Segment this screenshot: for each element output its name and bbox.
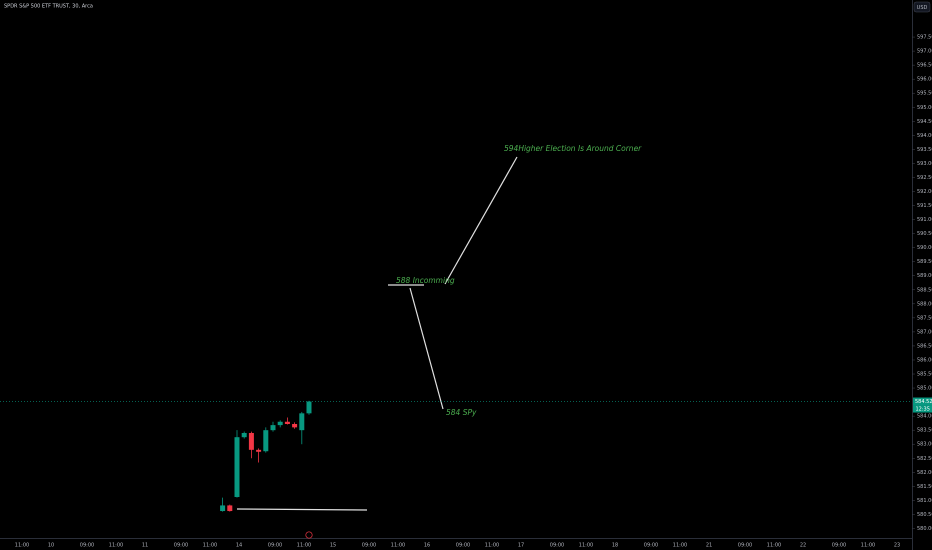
countdown-label: 12:35 [916, 407, 930, 413]
x-tick-label: 09:00 [362, 543, 376, 549]
currency-label: USD [917, 5, 928, 11]
x-tick-label: 09:00 [80, 543, 94, 549]
y-tick-label: 588.00 [917, 301, 932, 307]
x-tick-label: 09:00 [644, 543, 658, 549]
x-tick-label: 11 [142, 543, 148, 549]
y-tick-label: 581.00 [917, 498, 932, 504]
x-tick-label: 09:00 [268, 543, 282, 549]
trend-line [444, 156, 518, 285]
candle-body [292, 423, 298, 428]
y-tick-label: 592.00 [917, 189, 932, 195]
y-tick-label: 586.00 [917, 357, 932, 363]
x-tick-label: 18 [612, 543, 618, 549]
x-tick-label: 11:00 [109, 543, 123, 549]
y-tick-label: 591.50 [917, 203, 932, 209]
y-tick-label: 594.00 [917, 133, 932, 139]
currency-box[interactable] [913, 1, 931, 13]
y-tick-label: 583.50 [917, 428, 932, 434]
y-tick-label: 587.00 [917, 329, 932, 335]
candle-body [234, 437, 240, 498]
annotation: 588 Incomming [396, 276, 455, 285]
countdown-box [913, 405, 932, 413]
x-tick-label: 16 [424, 543, 430, 549]
candle-body [220, 505, 226, 512]
x-tick-label: 09:00 [550, 543, 564, 549]
y-tick-label: 592.50 [917, 175, 932, 181]
y-tick-label: 596.00 [917, 77, 932, 83]
x-tick-label: 11:00 [767, 543, 781, 549]
candle-body [227, 505, 233, 512]
event-marker[interactable] [305, 531, 313, 539]
trend-line [409, 287, 444, 410]
y-tick-label: 593.50 [917, 147, 932, 153]
x-tick-label: 21 [706, 543, 712, 549]
x-tick-label: 11:00 [485, 543, 499, 549]
x-tick-label: 11:00 [203, 543, 217, 549]
y-tick-label: 591.00 [917, 217, 932, 223]
y-tick-label: 580.00 [917, 526, 932, 532]
y-tick-label: 589.50 [917, 259, 932, 265]
y-tick-label: 585.00 [917, 386, 932, 392]
annotation: 594Higher Election Is Around Corner [504, 144, 642, 153]
y-tick-label: 590.00 [917, 245, 932, 251]
x-tick-label: 10 [48, 543, 54, 549]
y-tick-label: 589.00 [917, 273, 932, 279]
y-tick-label: 586.50 [917, 343, 932, 349]
y-tick-label: 584.00 [917, 414, 932, 420]
last-price-box [913, 397, 932, 406]
candle-body [248, 432, 254, 450]
x-tick-label: 09:00 [456, 543, 470, 549]
trend-line [236, 508, 368, 511]
y-tick-label: 597.00 [917, 49, 932, 55]
candle-body [277, 421, 283, 426]
x-tick-label: 15 [330, 543, 336, 549]
x-tick-label: 11:00 [391, 543, 405, 549]
chart-title: SPDR S&P 500 ETF TRUST, 30, Arca [4, 4, 93, 10]
y-tick-label: 581.50 [917, 484, 932, 490]
y-tick-label: 593.00 [917, 161, 932, 167]
x-tick-label: 11:00 [297, 543, 311, 549]
last-price-label: 584.52 [915, 399, 932, 405]
y-tick-label: 582.00 [917, 470, 932, 476]
x-tick-label: 11:00 [673, 543, 687, 549]
y-tick-label: 597.50 [917, 35, 932, 41]
y-tick-label: 588.50 [917, 287, 932, 293]
y-tick-label: 594.50 [917, 119, 932, 125]
candle-body [299, 413, 305, 431]
x-tick-label: 11:00 [15, 543, 29, 549]
candle-body [284, 421, 290, 424]
candle-body [270, 425, 276, 431]
x-tick-label: 11:00 [579, 543, 593, 549]
x-tick-label: 11:00 [861, 543, 875, 549]
trend-lines [236, 156, 518, 511]
x-tick-label: 09:00 [832, 543, 846, 549]
y-tick-label: 582.50 [917, 456, 932, 462]
y-tick-label: 587.50 [917, 315, 932, 321]
y-tick-label: 595.50 [917, 91, 932, 97]
candle-body [256, 449, 262, 452]
candle-body [241, 432, 247, 438]
candle-body [306, 401, 312, 414]
x-tick-label: 09:00 [174, 543, 188, 549]
annotation: 584 SPy [446, 408, 477, 417]
y-tick-label: 583.00 [917, 442, 932, 448]
y-tick-label: 585.50 [917, 372, 932, 378]
y-tick-label: 590.50 [917, 231, 932, 237]
x-tick-label: 22 [800, 543, 806, 549]
x-tick-label: 14 [236, 543, 242, 549]
y-tick-label: 596.50 [917, 63, 932, 69]
x-tick-label: 23 [894, 543, 900, 549]
x-tick-label: 09:00 [738, 543, 752, 549]
candle-body [263, 430, 269, 452]
y-tick-label: 595.00 [917, 105, 932, 111]
y-tick-label: 580.50 [917, 512, 932, 518]
x-tick-label: 17 [518, 543, 524, 549]
